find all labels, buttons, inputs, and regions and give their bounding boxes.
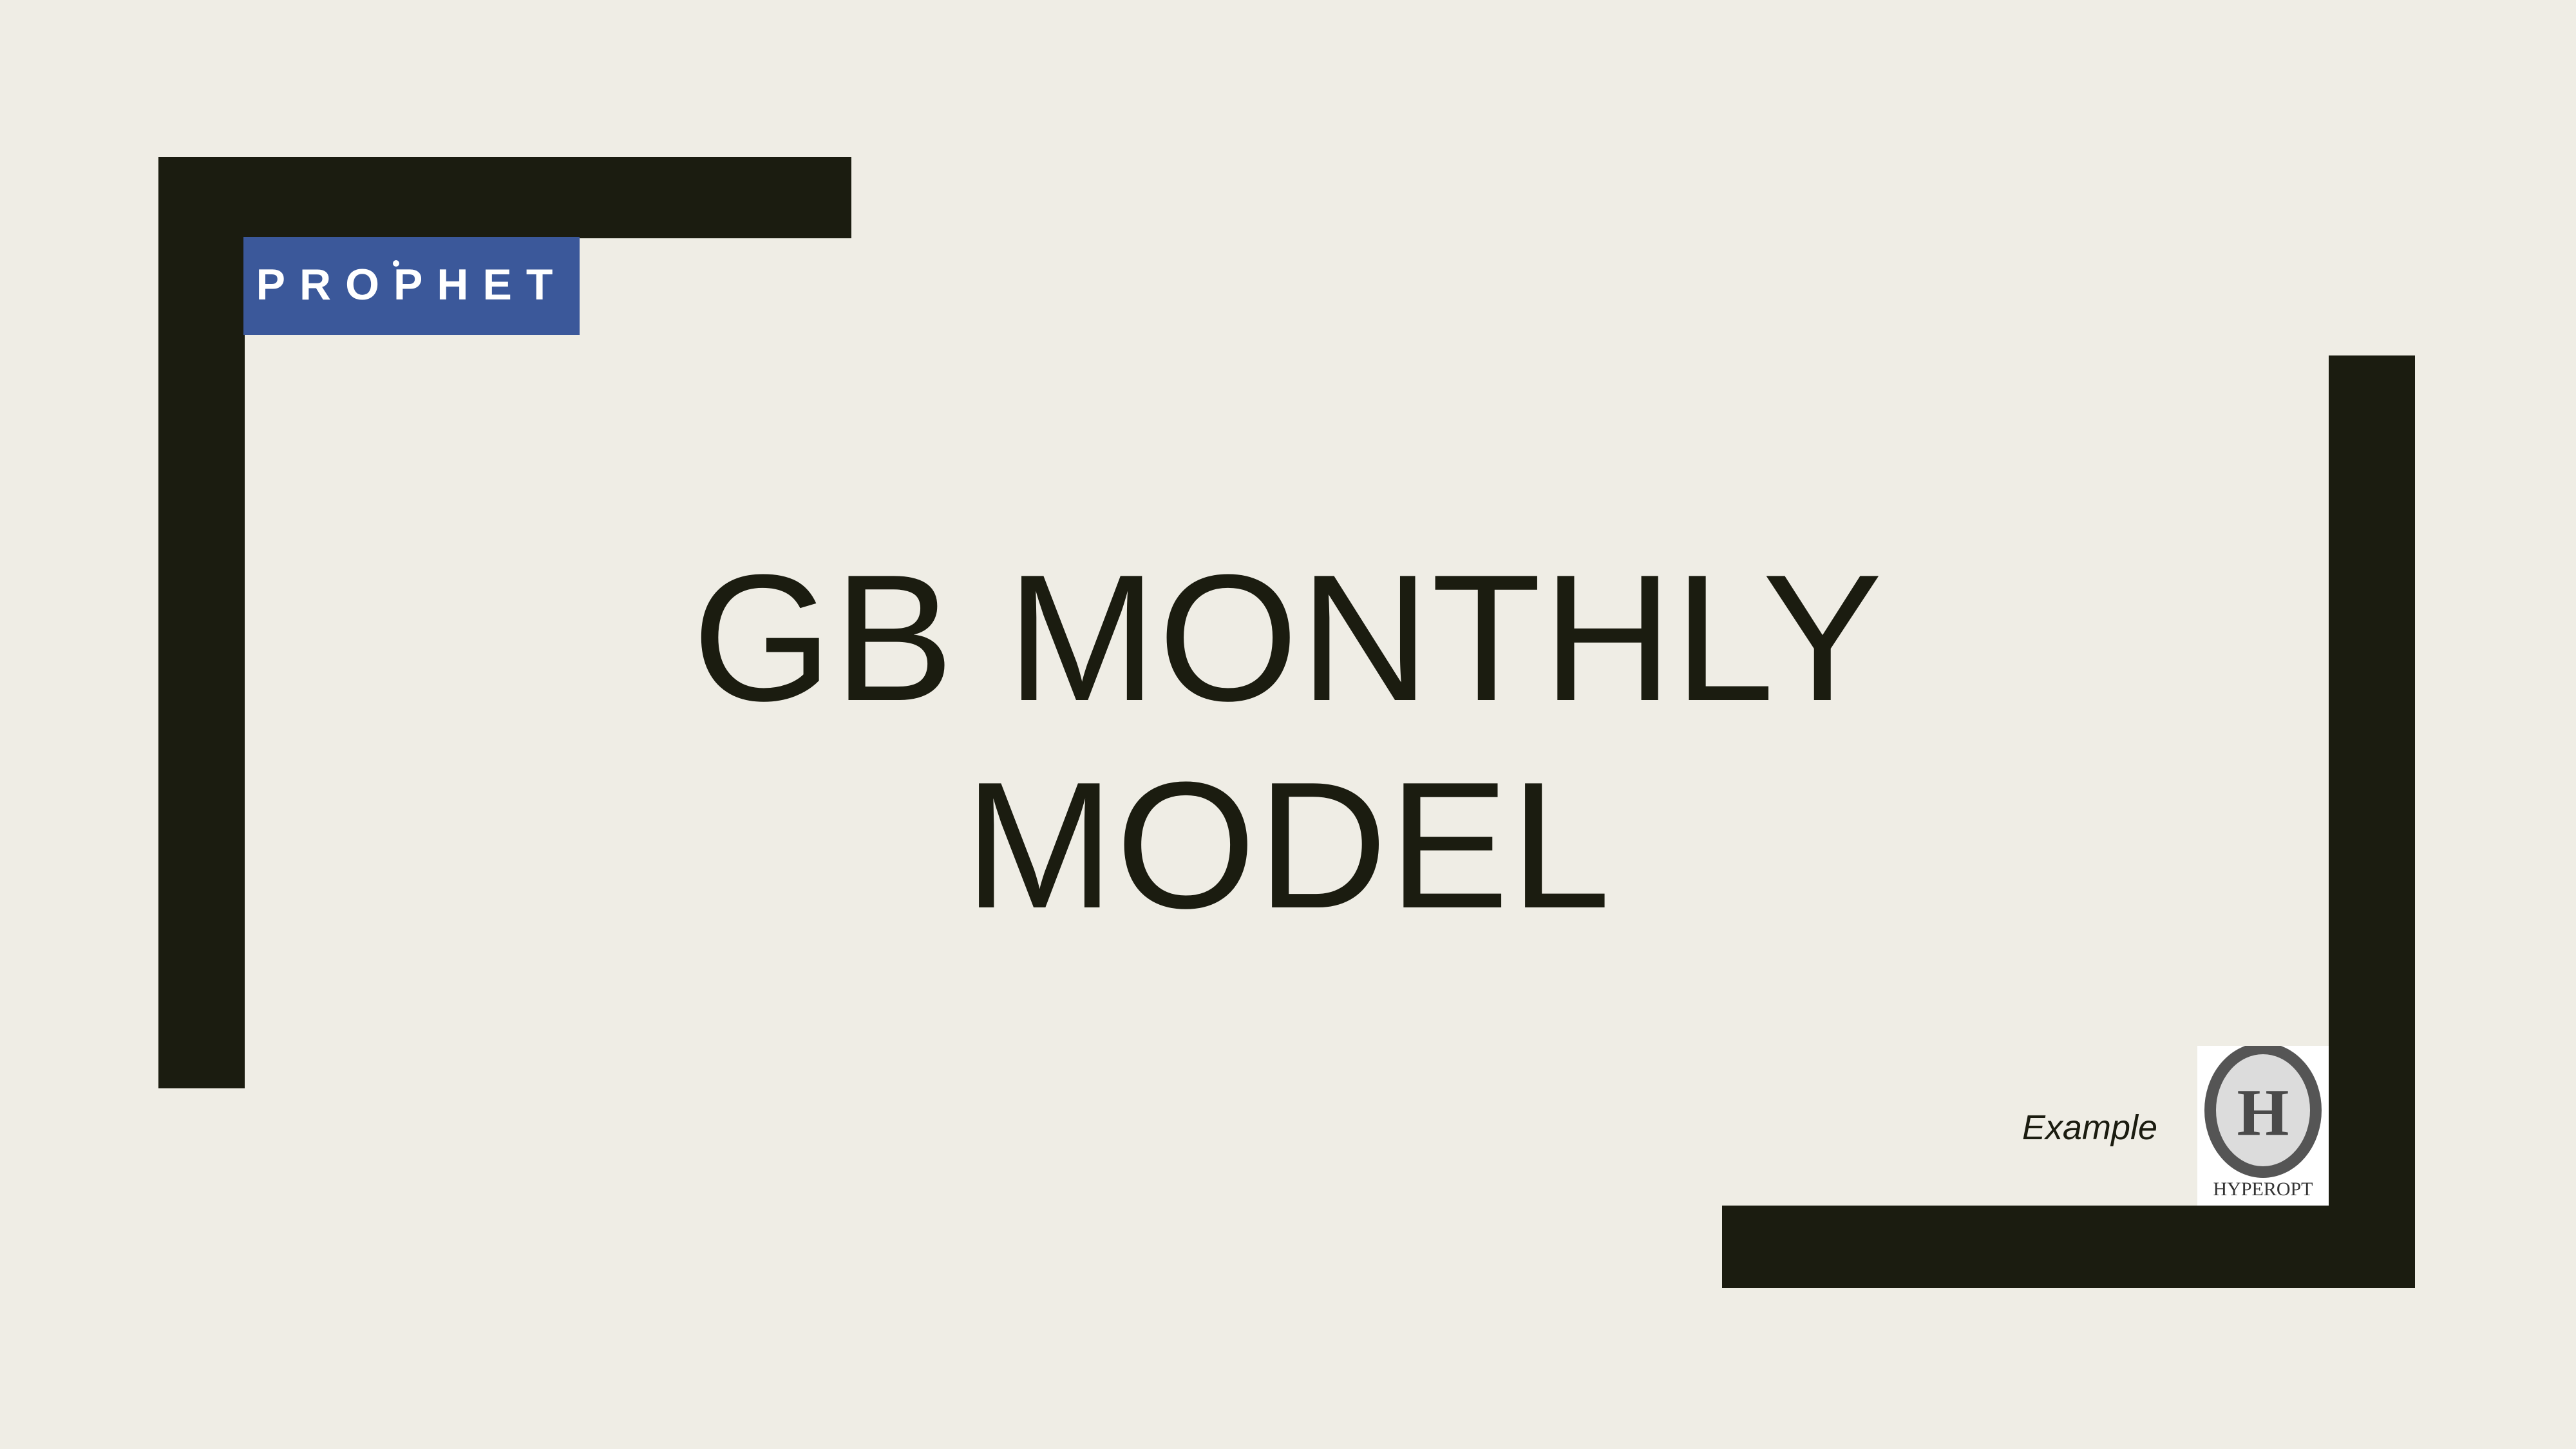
title-line-1: GB MONTHLY [692, 538, 1884, 739]
hyperopt-ring [2204, 1046, 2322, 1178]
top-left-bracket-vertical [158, 157, 245, 1088]
hyperopt-logo: H HYPEROPT [2197, 1046, 2329, 1206]
prophet-logo-text: PROPHET [256, 260, 567, 309]
bottom-right-bracket-vertical [2329, 355, 2415, 1288]
example-caption: Example [2022, 1108, 2157, 1147]
prophet-logo-dot [393, 260, 399, 267]
prophet-logo: PROPHET [243, 237, 580, 335]
hyperopt-letter: H [2237, 1075, 2289, 1150]
title-line-2: MODEL [964, 745, 1612, 946]
prophet-wordmark: PROPHET [256, 260, 567, 309]
hyperopt-text: HYPEROPT [2213, 1179, 2313, 1200]
top-left-bracket-horizontal [158, 157, 851, 238]
hyperopt-emblem: H HYPEROPT [2204, 1046, 2322, 1200]
bottom-right-bracket-horizontal [1722, 1206, 2415, 1288]
slide-title: GB MONTHLY MODEL [322, 535, 2254, 949]
